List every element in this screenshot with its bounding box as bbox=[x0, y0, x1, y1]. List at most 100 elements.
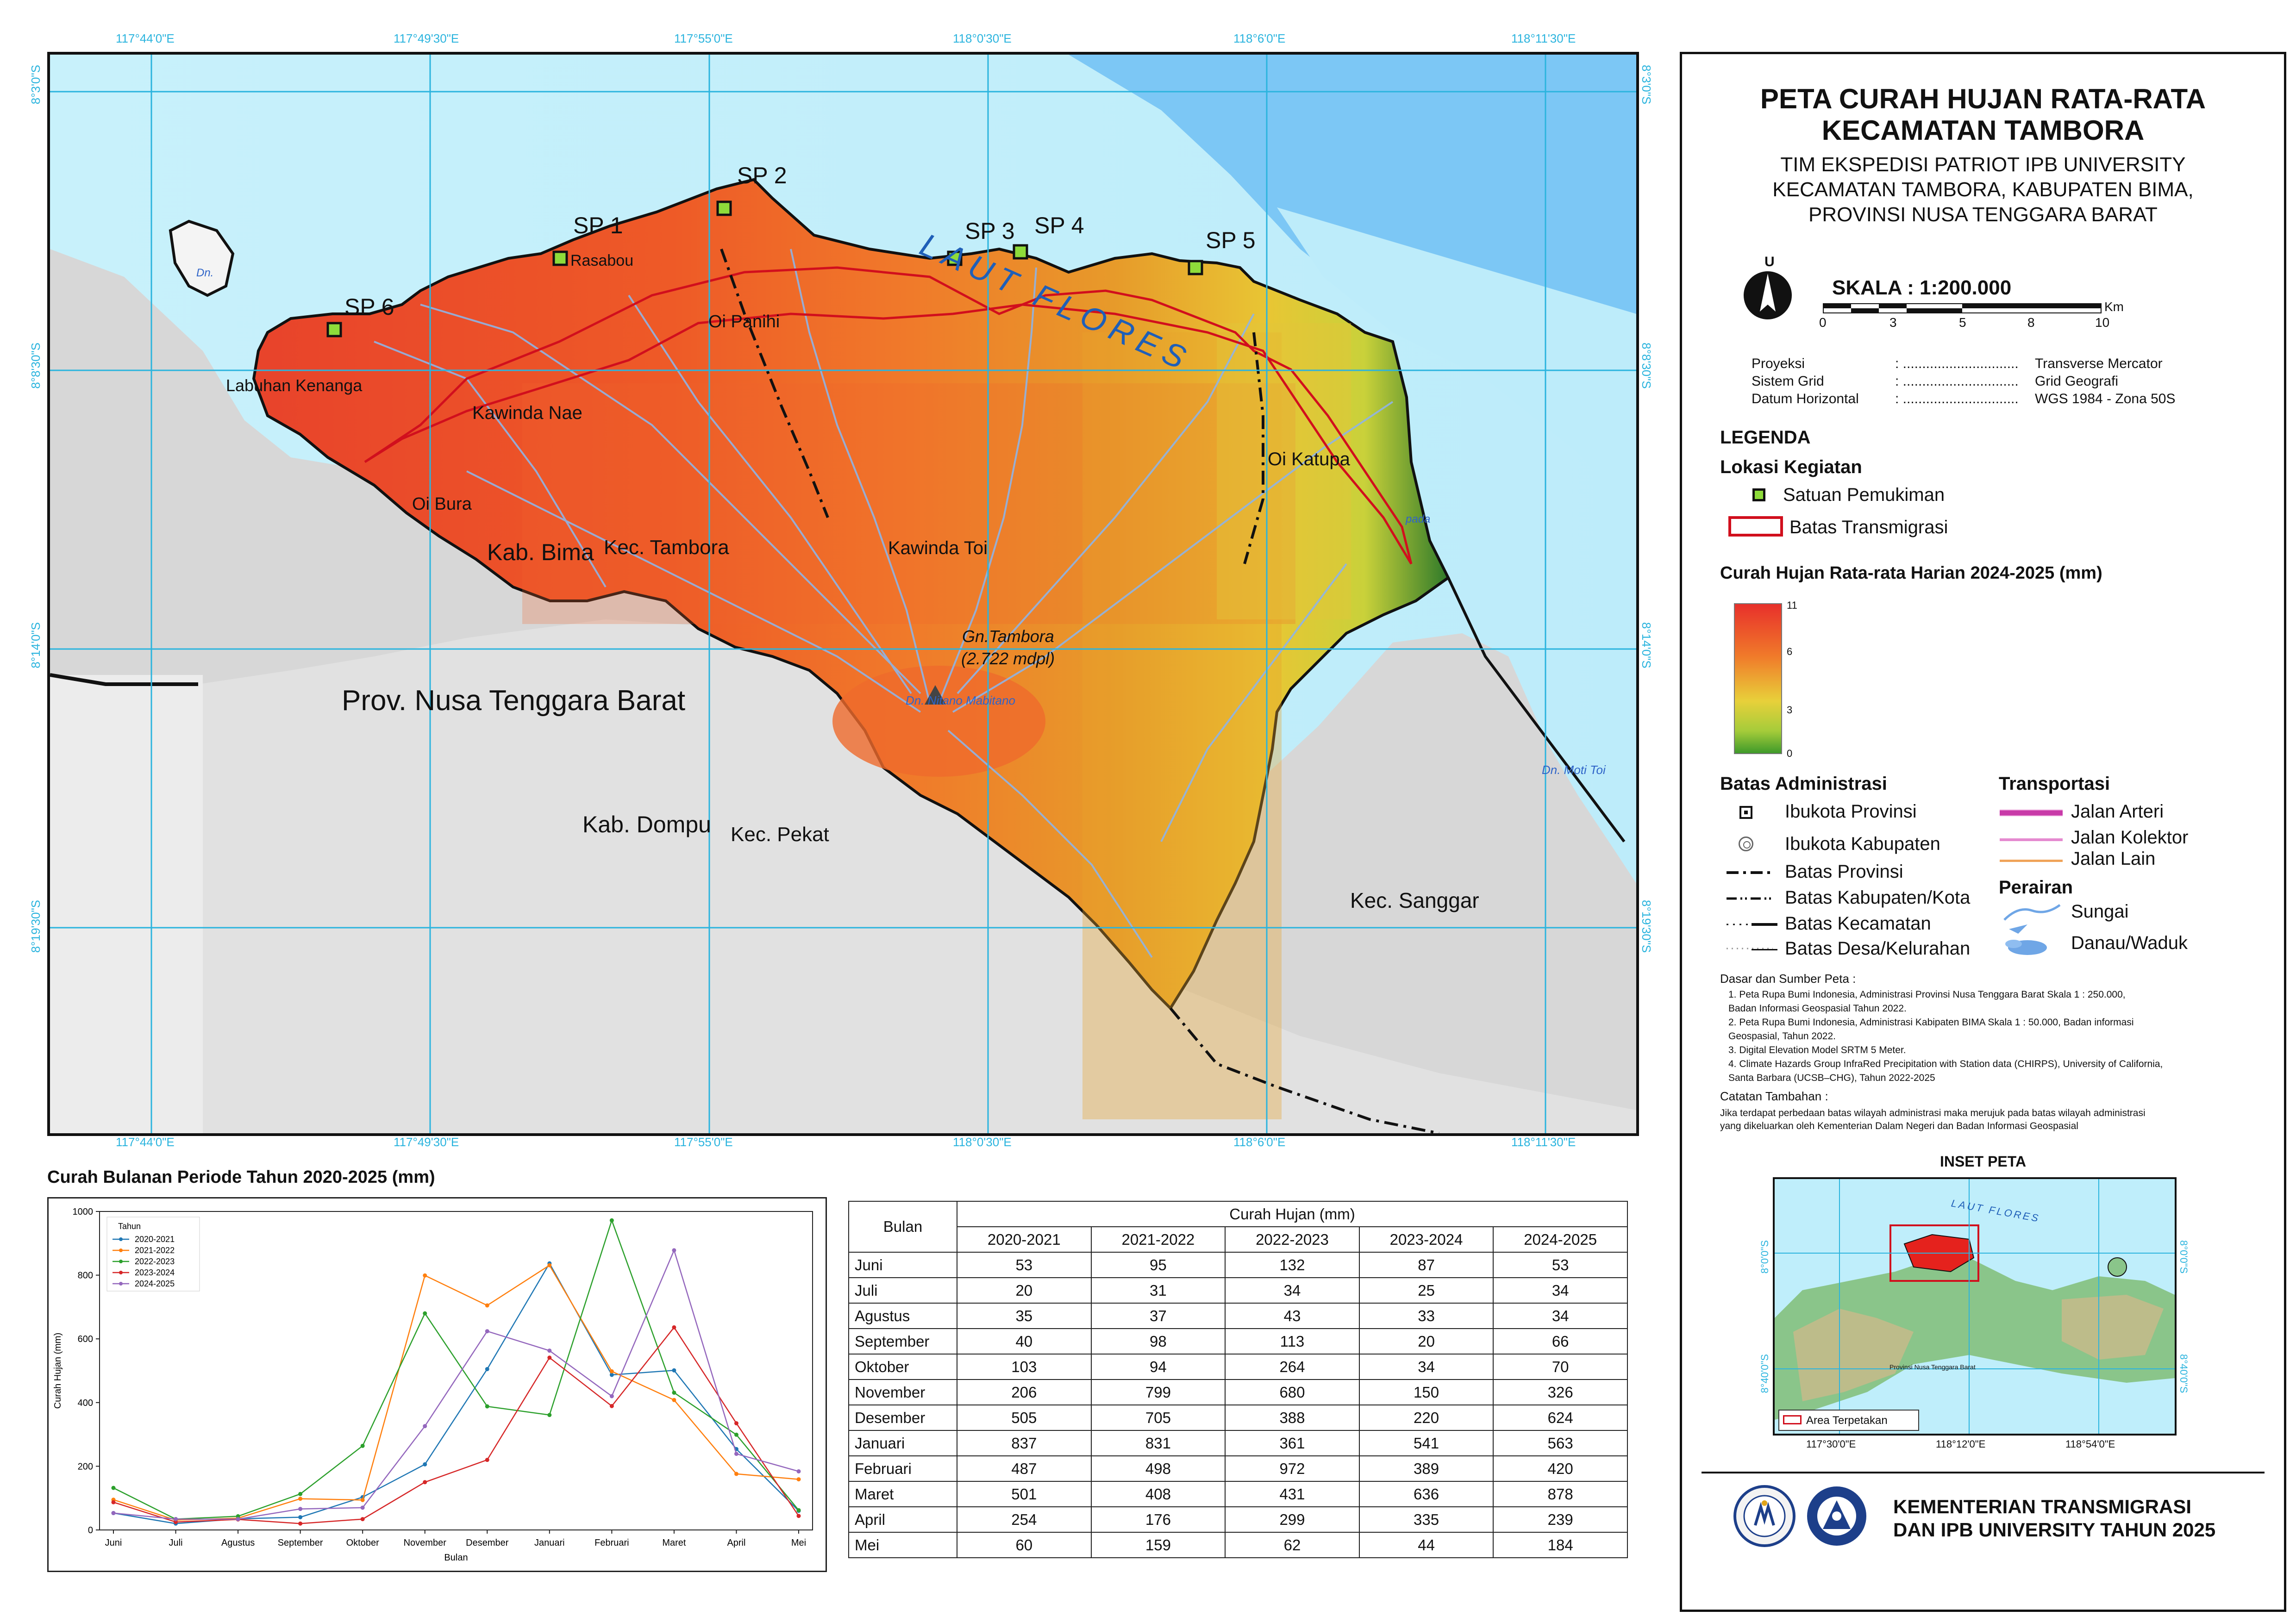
table-cell-value: 501 bbox=[957, 1481, 1092, 1507]
series-point-2022-2023 bbox=[672, 1390, 676, 1395]
series-point-2020-2021 bbox=[485, 1367, 489, 1372]
small-island bbox=[169, 219, 235, 297]
sp6-label: SP 6 bbox=[344, 294, 394, 320]
lon-label-top-5: 118°6'0"E bbox=[1233, 31, 1286, 45]
table-cell-value: 264 bbox=[1225, 1354, 1360, 1380]
y-tick-label: 200 bbox=[78, 1461, 93, 1472]
sp3-marker bbox=[947, 250, 963, 266]
rivers bbox=[374, 249, 1394, 958]
inset-map[interactable]: LAUT FLORES Provinsi Nusa Tenggara Barat… bbox=[1773, 1177, 2177, 1436]
lat-label-right-4: 8°19'30"S bbox=[1639, 900, 1653, 953]
table-cell-value: 705 bbox=[1090, 1405, 1226, 1431]
label-kawinda-nae: Kawinda Nae bbox=[472, 403, 582, 423]
series-point-2020-2021 bbox=[298, 1515, 303, 1519]
series-point-2021-2022 bbox=[298, 1497, 303, 1501]
series-point-2023-2024 bbox=[423, 1480, 427, 1485]
transport-heading: Transportasi bbox=[1999, 774, 2110, 794]
series-point-2024-2025 bbox=[609, 1394, 614, 1398]
series-point-2023-2024 bbox=[547, 1355, 552, 1360]
table-cell-month: Januari bbox=[848, 1430, 957, 1456]
scale-tick-3: 3 bbox=[1889, 315, 1897, 330]
sp5-marker bbox=[1188, 260, 1203, 275]
series-point-2021-2022 bbox=[485, 1303, 489, 1308]
x-tick-label: Desember bbox=[466, 1538, 509, 1548]
table-cell-month: Februari bbox=[848, 1455, 957, 1482]
table-cell-value: 624 bbox=[1493, 1405, 1628, 1431]
table-cell-value: 31 bbox=[1090, 1277, 1226, 1304]
inset-lat-left-2: 8°40'0"S bbox=[1759, 1354, 1770, 1393]
lat-label-left-1: 8°3'0"S bbox=[29, 65, 43, 105]
label-kawinda-toi: Kawinda Toi bbox=[888, 538, 988, 558]
rainfall-chart: 0 200 400 600 800 1000 Juni Juli Agustus Septembe… bbox=[47, 1197, 827, 1572]
table-header-group: Curah Hujan (mm) bbox=[957, 1201, 1628, 1227]
series-point-2024-2025 bbox=[423, 1424, 427, 1429]
label-oi-bura: Oi Bura bbox=[412, 494, 472, 514]
table-cell-month: April bbox=[848, 1506, 957, 1533]
lon-label-bottom-2: 117°49'30"E bbox=[394, 1135, 459, 1149]
legend-swatch-point bbox=[119, 1260, 123, 1263]
series-point-2023-2024 bbox=[796, 1514, 801, 1518]
scale-tick-10: 10 bbox=[2095, 315, 2110, 330]
table-row: Juli 20 31 34 25 34 bbox=[848, 1277, 1628, 1304]
series-point-2023-2024 bbox=[734, 1421, 738, 1426]
table-cell-month: Juni bbox=[848, 1252, 957, 1278]
table-cell-value: 636 bbox=[1358, 1481, 1494, 1507]
jalan-lain-icon bbox=[2000, 860, 2063, 862]
table-cell-month: September bbox=[848, 1328, 957, 1355]
x-tick-label: Februari bbox=[594, 1538, 629, 1548]
north-arrow-icon bbox=[1744, 271, 1792, 319]
series-point-2024-2025 bbox=[485, 1329, 489, 1334]
series-point-2021-2022 bbox=[672, 1398, 676, 1402]
ramp-tick-0: 0 bbox=[1787, 748, 1793, 759]
chart-legend-title: Tahun bbox=[118, 1222, 141, 1231]
table-cell-value: 831 bbox=[1090, 1430, 1226, 1456]
main-map[interactable]: LAUT FLORES SP 1 SP 2 SP 3 SP 4 SP 5 SP … bbox=[47, 52, 1639, 1136]
legend-lokasi-heading: Lokasi Kegiatan bbox=[1720, 457, 1862, 477]
inset-lon-1: 117°30'0"E bbox=[1806, 1438, 1856, 1450]
label-province: Prov. Nusa Tenggara Barat bbox=[342, 685, 686, 717]
lon-label-bottom-4: 118°0'30"E bbox=[953, 1135, 1012, 1149]
table-row: November 206 799 680 150 326 bbox=[848, 1379, 1628, 1405]
table-cell-value: 239 bbox=[1493, 1506, 1628, 1533]
y-tick-label: 1000 bbox=[73, 1207, 94, 1217]
batas-desa-icon bbox=[1752, 949, 1777, 950]
water-legend-icons bbox=[2003, 904, 2061, 955]
table-row: Desember 505 705 388 220 624 bbox=[848, 1405, 1628, 1431]
map-title-line2: KECAMATAN TAMBORA bbox=[1821, 115, 2145, 146]
table-cell-month: Desember bbox=[848, 1405, 957, 1431]
batas-kecamatan-icon bbox=[1752, 923, 1777, 926]
admin-heading: Batas Administrasi bbox=[1720, 774, 1887, 794]
table-cell-value: 113 bbox=[1225, 1328, 1360, 1355]
table-cell-value: 20 bbox=[1358, 1328, 1494, 1355]
satuan-pemukiman-icon bbox=[1752, 488, 1765, 501]
label-kec-pekat: Kec. Pekat bbox=[731, 823, 829, 846]
series-point-2022-2023 bbox=[423, 1311, 427, 1316]
table-cell-value: 44 bbox=[1358, 1532, 1494, 1558]
table-cell-month: Agustus bbox=[848, 1303, 957, 1329]
table-cell-value: 420 bbox=[1493, 1455, 1628, 1482]
label-oi-panihi: Oi Panihi bbox=[708, 312, 780, 331]
caldera bbox=[832, 666, 1045, 777]
series-point-2020-2021 bbox=[423, 1462, 427, 1467]
legend-swatch-point bbox=[119, 1282, 123, 1286]
table-cell-value: 299 bbox=[1225, 1506, 1360, 1533]
label-kab-bima: Kab. Bima bbox=[487, 539, 594, 565]
y-tick-label: 800 bbox=[78, 1271, 93, 1281]
sp4-marker bbox=[1013, 244, 1028, 260]
table-cell-value: 388 bbox=[1225, 1405, 1360, 1431]
series-point-2022-2023 bbox=[796, 1508, 801, 1512]
sp-markers bbox=[326, 200, 1203, 337]
table-cell-value: 837 bbox=[957, 1430, 1092, 1456]
lon-label-top-6: 118°11'30"E bbox=[1511, 31, 1576, 45]
table-row: Agustus 35 37 43 33 34 bbox=[848, 1303, 1628, 1329]
legend-batas-kabupaten: Batas Kabupaten/Kota bbox=[1785, 887, 1971, 908]
table-cell-value: 206 bbox=[957, 1379, 1092, 1405]
table-header-year: 2020-2021 bbox=[957, 1226, 1092, 1253]
table-cell-value: 37 bbox=[1090, 1303, 1226, 1329]
volcano-peak bbox=[925, 685, 946, 705]
legend-batas-kecamatan: Batas Kecamatan bbox=[1785, 913, 1931, 934]
district-boundary bbox=[720, 248, 829, 518]
legend-danau: Danau/Waduk bbox=[2071, 933, 2188, 953]
jalan-arteri-icon bbox=[2000, 810, 2063, 816]
inset-province-label: Provinsi Nusa Tenggara Barat bbox=[1889, 1363, 1976, 1371]
